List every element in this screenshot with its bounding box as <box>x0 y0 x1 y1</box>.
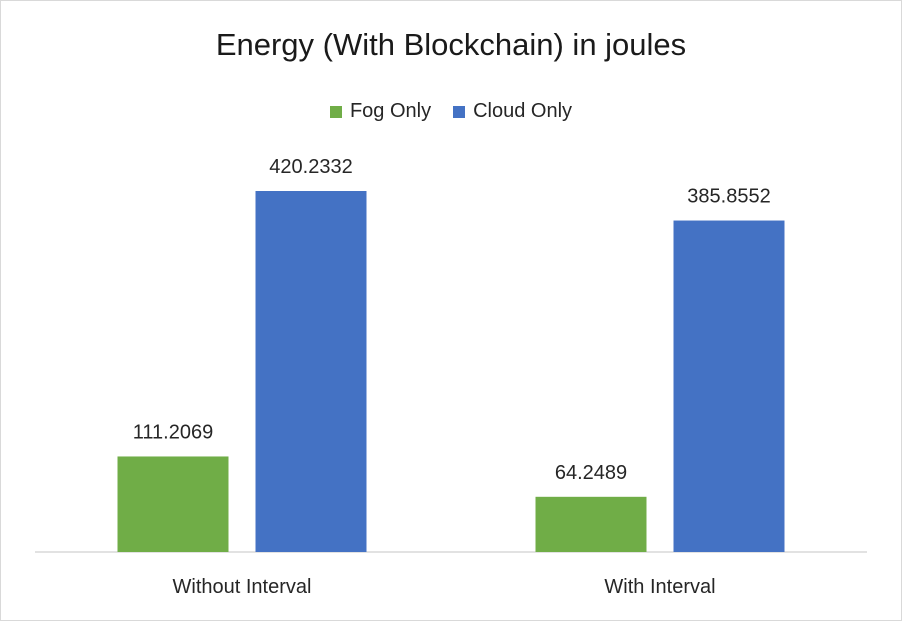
legend-item-cloud-only: Cloud Only <box>453 100 572 123</box>
x-tick-label-with-interval: With Interval <box>604 576 715 598</box>
bar-without-interval-cloud-only <box>255 191 367 552</box>
legend-swatch-fog-only <box>329 105 342 118</box>
data-label-with-interval-fog-only: 64.2489 <box>555 462 627 484</box>
bar-without-interval-fog-only <box>117 456 229 552</box>
chart-legend: Fog Only Cloud Only <box>1 100 901 123</box>
bar-with-interval-cloud-only <box>673 220 785 552</box>
data-label-without-interval-fog-only: 111.2069 <box>133 421 213 443</box>
data-label-with-interval-cloud-only: 385.8552 <box>687 186 770 208</box>
legend-label-fog-only: Fog Only <box>349 100 432 122</box>
legend-item-fog-only: Fog Only <box>329 100 432 123</box>
data-label-without-interval-cloud-only: 420.2332 <box>269 156 352 178</box>
x-tick-label-without-interval: Without Interval <box>173 576 312 598</box>
legend-label-cloud-only: Cloud Only <box>473 100 573 122</box>
legend-swatch-cloud-only <box>453 105 466 118</box>
bar-with-interval-fog-only <box>535 496 647 552</box>
chart-title: Energy (With Blockchain) in joules <box>215 27 687 62</box>
